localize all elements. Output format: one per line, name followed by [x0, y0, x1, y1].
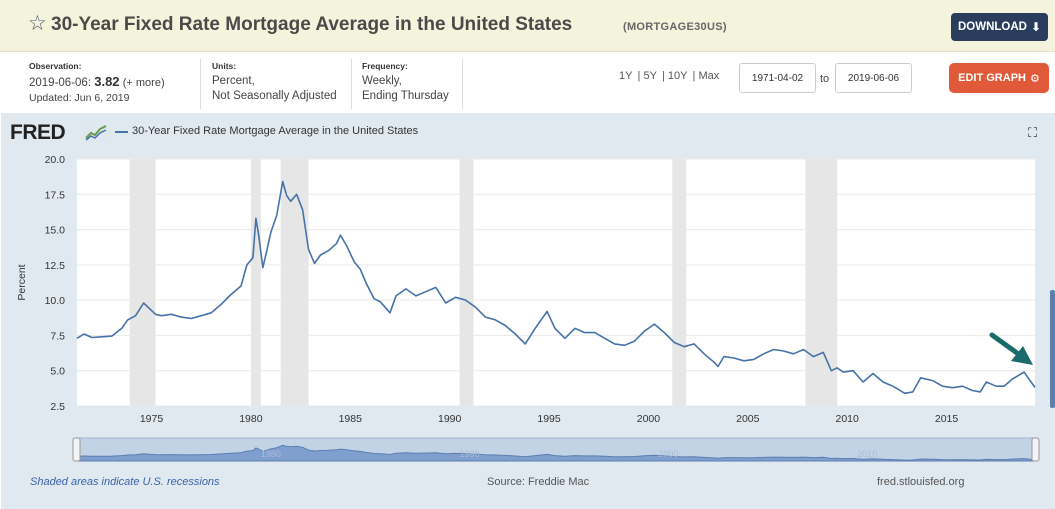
x-tick-label: 1990: [438, 413, 462, 425]
plot-area: [77, 159, 1035, 406]
series-title: 30-Year Fixed Rate Mortgage Average in t…: [51, 14, 573, 35]
source-note: Source: Freddie Mac: [487, 476, 590, 488]
to-label: to: [820, 73, 830, 85]
units-label: Units:: [212, 61, 237, 71]
observation-label: Observation:: [29, 61, 82, 71]
frequency-line1: Weekly,: [362, 75, 402, 87]
gear-icon: ⚙: [1029, 72, 1040, 85]
x-tick-label: 2005: [736, 413, 760, 425]
frequency-block: Frequency: Weekly, Ending Thursday: [362, 61, 449, 104]
x-tick-label: 2010: [835, 413, 859, 425]
y-tick-label: 15.0: [45, 225, 66, 237]
navigator-label: 1980: [261, 449, 281, 459]
x-tick-label: 1975: [140, 413, 164, 425]
star-outline-icon[interactable]: ☆: [28, 12, 47, 35]
divider: [351, 59, 352, 109]
recession-band: [672, 159, 687, 406]
end-date-input[interactable]: 2019-06-06: [835, 63, 912, 93]
fred-logo: FRED: [10, 121, 66, 144]
download-button[interactable]: DOWNLOAD ⬇: [951, 13, 1048, 41]
navigator-label: 1990: [460, 449, 480, 459]
graph-panel: FRED 30-Year Fixed Rate Mortgage Average…: [1, 113, 1055, 509]
observation-value: 3.82: [94, 74, 120, 89]
x-tick-label: 1980: [239, 413, 263, 425]
x-tick-label: 2015: [935, 413, 959, 425]
y-axis-label: Percent: [16, 264, 28, 300]
series-line: [76, 180, 1036, 395]
navigator-handle-right: [1031, 437, 1040, 462]
range-links: 1Y | 5Y | 10Y | Max: [619, 70, 720, 82]
observation-date: 2019-06-06:: [29, 77, 92, 89]
y-tick-label: 20.0: [45, 154, 66, 166]
navigator-label: 2010: [857, 449, 877, 459]
edit-graph-label: EDIT GRAPH: [958, 72, 1026, 84]
recession-band: [250, 159, 261, 406]
observation-line: 2019-06-06: 3.82 (+ more): [29, 74, 165, 91]
navigator-area: [76, 444, 1036, 462]
legend-swatch: [115, 131, 128, 133]
y-tick-label: 17.5: [45, 189, 66, 201]
recession-band: [280, 159, 309, 406]
recession-band: [129, 159, 156, 406]
range-5y[interactable]: 5Y: [643, 70, 657, 82]
info-bar: Observation: 2019-06-06: 3.82 (+ more) U…: [0, 53, 1055, 113]
scrollbar[interactable]: [1050, 290, 1055, 408]
fred-logo-chart-icon: [85, 123, 107, 141]
annotation-arrow-head: [1011, 346, 1033, 365]
y-tick-label: 7.5: [50, 330, 65, 342]
range-10y[interactable]: 10Y: [667, 70, 688, 82]
title-bar: ☆ 30-Year Fixed Rate Mortgage Average in…: [0, 0, 1055, 52]
download-label: DOWNLOAD: [957, 21, 1027, 33]
units-line1: Percent,: [212, 75, 255, 87]
x-tick-label: 1985: [339, 413, 363, 425]
range-1y[interactable]: 1Y: [619, 70, 633, 82]
navigator-handle-left: [72, 437, 81, 462]
recession-band: [459, 159, 474, 406]
x-tick-label: 2000: [637, 413, 661, 425]
recession-band: [805, 159, 838, 406]
updated-date: Updated: Jun 6, 2019: [29, 92, 130, 104]
range-max[interactable]: Max: [698, 70, 720, 82]
x-tick-label: 1995: [537, 413, 561, 425]
chart: 2.5 5.0 7.5 10.0 12.5 15.0 17.5 20.0 1975 1980 198…: [16, 154, 1040, 462]
y-tick-label: 2.5: [50, 401, 65, 413]
site-link[interactable]: fred.stlouisfed.org: [877, 476, 965, 488]
divider: [200, 59, 201, 109]
y-tick-label: 5.0: [50, 366, 65, 378]
frequency-label: Frequency:: [362, 61, 408, 71]
legend-label[interactable]: 30-Year Fixed Rate Mortgage Average in t…: [132, 125, 419, 137]
start-date-input[interactable]: 1971-04-02: [739, 63, 816, 93]
download-icon: ⬇: [1030, 20, 1042, 34]
units-block: Units: Percent, Not Seasonally Adjusted: [212, 61, 337, 104]
frequency-line2: Ending Thursday: [362, 90, 449, 102]
series-id: (MORTGAGE30US): [623, 21, 727, 33]
annotation-arrow-shaft: [989, 332, 1020, 356]
observation-more-link[interactable]: (+ more): [122, 77, 165, 89]
recession-note: Shaded areas indicate U.S. recessions: [30, 476, 220, 488]
divider: [462, 59, 463, 109]
navigator-label: 2000: [658, 449, 678, 459]
edit-graph-button[interactable]: EDIT GRAPH ⚙: [949, 63, 1049, 93]
y-tick-label: 12.5: [45, 260, 66, 272]
observation-block: Observation: 2019-06-06: 3.82 (+ more) U…: [29, 61, 165, 106]
y-tick-label: 10.0: [45, 295, 66, 307]
units-line2: Not Seasonally Adjusted: [212, 90, 337, 102]
fullscreen-icon[interactable]: ⛶: [1028, 125, 1038, 140]
